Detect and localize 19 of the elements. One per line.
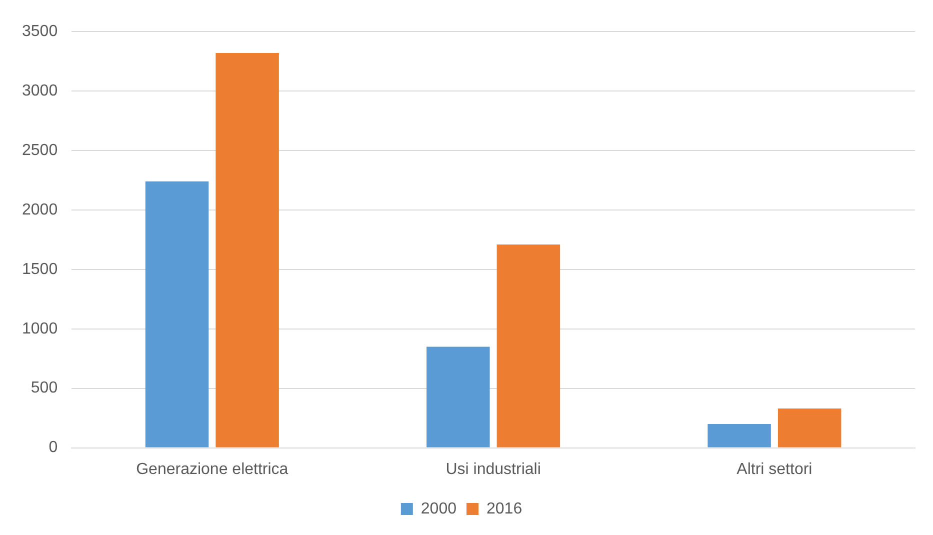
y-tick-label: 0 bbox=[48, 439, 58, 456]
y-tick-label: 3000 bbox=[22, 82, 58, 100]
y-tick-label: 2000 bbox=[22, 201, 58, 218]
y-tick-label: 1000 bbox=[22, 320, 58, 338]
legend-label: 2016 bbox=[486, 500, 522, 518]
x-tick-label: Altri settori bbox=[736, 460, 812, 478]
bar bbox=[778, 408, 842, 448]
bar bbox=[708, 424, 771, 448]
y-tick-label: 500 bbox=[30, 380, 58, 397]
y-tick-label: 3500 bbox=[22, 23, 58, 40]
x-tick-label: Generazione elettrica bbox=[136, 460, 288, 478]
legend-label: 2000 bbox=[420, 500, 457, 518]
x-tick-label: Usi industriali bbox=[446, 460, 541, 478]
bar bbox=[145, 181, 209, 448]
bar bbox=[216, 53, 279, 448]
y-tick-label: 1500 bbox=[22, 260, 58, 278]
y-tick-label: 2500 bbox=[22, 142, 58, 159]
bar bbox=[496, 244, 560, 448]
bar bbox=[426, 346, 490, 448]
